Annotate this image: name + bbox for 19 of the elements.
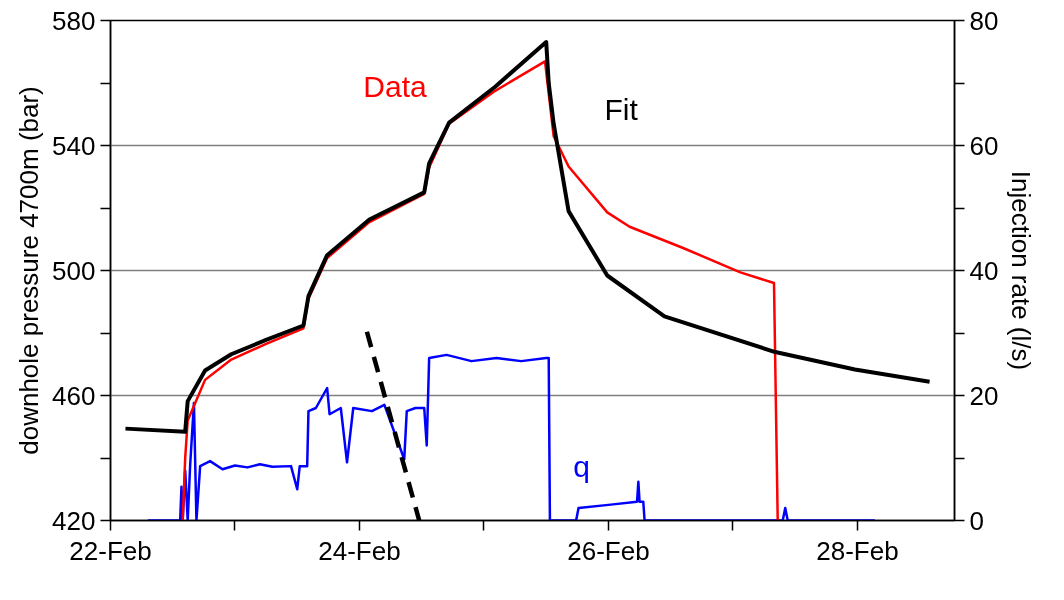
y-axis-title: downhole pressure 4700m (bar) (14, 86, 45, 455)
y2-tick-label: 20 (969, 380, 999, 411)
y2-axis-title: Injection rate (l/s) (1006, 170, 1037, 371)
y2-tick-label: 0 (969, 505, 984, 536)
y-tick-label: 540 (52, 130, 96, 161)
y2-tick-label: 60 (969, 130, 999, 161)
x-tick-label: 24-Feb (318, 535, 401, 566)
y-tick-label: 580 (52, 5, 96, 36)
series-label: q (573, 450, 590, 484)
series-label: Fit (604, 92, 639, 126)
y2-tick-label: 40 (969, 255, 999, 286)
x-tick-label: 22-Feb (69, 535, 152, 566)
series-label: Data (363, 69, 427, 103)
y-tick-label: 420 (52, 505, 96, 536)
y-tick-label: 500 (52, 255, 96, 286)
x-tick-label: 28-Feb (816, 535, 899, 566)
x-tick-label: 26-Feb (567, 535, 650, 566)
y2-tick-label: 80 (969, 5, 999, 36)
y-tick-label: 460 (52, 380, 96, 411)
